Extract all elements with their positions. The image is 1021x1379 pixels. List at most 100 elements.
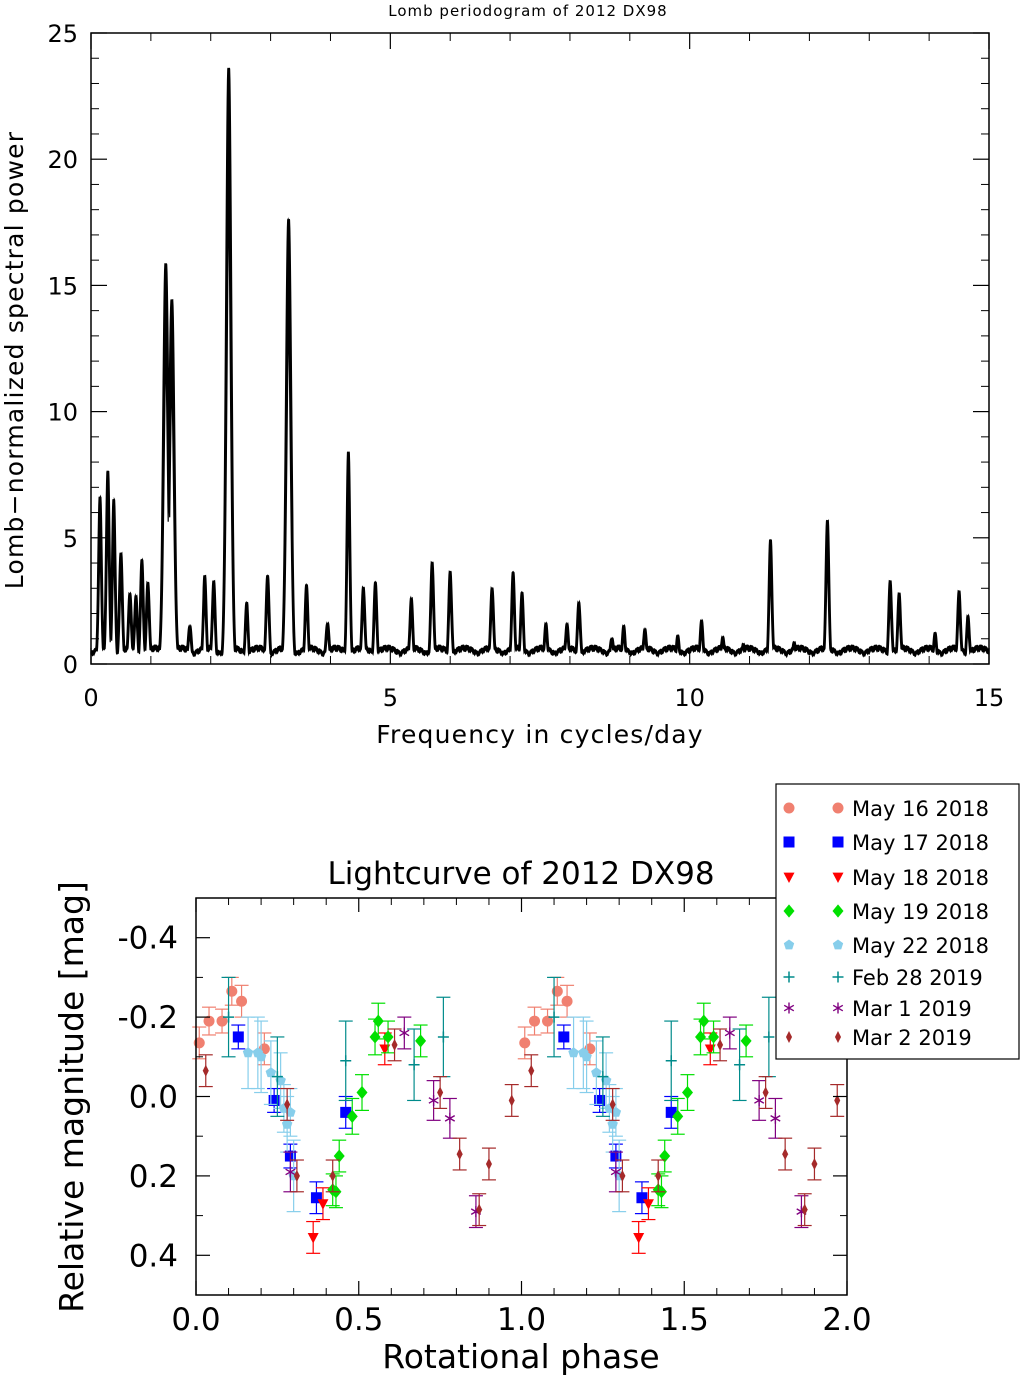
data-point bbox=[281, 1118, 293, 1129]
data-point bbox=[636, 1192, 648, 1204]
lightcurve-point-group bbox=[263, 1040, 278, 1106]
lightcurve-point-group bbox=[345, 1097, 360, 1135]
lightcurve-point-group bbox=[615, 1159, 630, 1193]
x-tick-label: 15 bbox=[974, 684, 1005, 712]
data-point bbox=[783, 939, 795, 950]
lightcurve-point-group bbox=[426, 1080, 441, 1121]
data-point bbox=[284, 1098, 291, 1111]
lightcurve-point-group bbox=[436, 996, 451, 1078]
data-point bbox=[782, 1148, 789, 1161]
data-point bbox=[340, 1055, 352, 1067]
lightcurve-point-group bbox=[651, 1159, 666, 1193]
data-point bbox=[216, 1015, 228, 1027]
lightcurve-point-group bbox=[381, 1020, 396, 1054]
lightcurve-point-group bbox=[631, 1220, 646, 1254]
legend-label: May 22 2018 bbox=[852, 934, 989, 958]
lightcurve-point-group bbox=[325, 1159, 340, 1193]
data-point bbox=[665, 1055, 677, 1067]
lightcurve-point-group bbox=[280, 1087, 295, 1121]
data-point bbox=[372, 1014, 384, 1028]
data-point bbox=[783, 904, 795, 918]
lightcurve-point-group bbox=[579, 1020, 594, 1094]
lightcurve-point-group bbox=[696, 1002, 711, 1040]
data-point bbox=[594, 1094, 606, 1106]
data-point bbox=[740, 1034, 752, 1048]
lightcurve-point-group bbox=[768, 1097, 783, 1139]
legend-entry: May 22 2018 bbox=[783, 934, 989, 958]
lightcurve-ticks: 0.0 0.5 1.0 1.5 2.0 -0.4 -0.2 0.0 0.2 0.4 bbox=[118, 897, 872, 1338]
data-point bbox=[783, 802, 795, 814]
data-point bbox=[754, 1095, 765, 1106]
data-point bbox=[236, 995, 248, 1007]
legend-label: Mar 2 2019 bbox=[852, 1026, 972, 1050]
data-point bbox=[399, 1027, 410, 1039]
data-point bbox=[548, 1011, 560, 1023]
lightcurve-point-group bbox=[797, 1193, 812, 1227]
lightcurve-point-group bbox=[452, 1137, 467, 1171]
lightcurve-point-group bbox=[433, 1076, 448, 1110]
data-point bbox=[485, 1157, 492, 1171]
data-point bbox=[408, 1059, 420, 1071]
lightcurve-points bbox=[192, 976, 845, 1254]
lightcurve-point-group bbox=[540, 1008, 555, 1034]
periodogram-ticks: 0 5 10 15 0 5 10 15 20 25 bbox=[47, 20, 1004, 712]
lightcurve-point-group bbox=[481, 1147, 496, 1181]
periodogram-chart: Lomb periodogram of 2012 DX98 0 5 10 15 0 5 10… bbox=[0, 2, 1004, 749]
lightcurve-point-group bbox=[315, 1187, 330, 1221]
data-point bbox=[801, 1203, 808, 1216]
legend-entry: May 18 2018 bbox=[783, 866, 989, 890]
data-point bbox=[607, 1118, 618, 1129]
y-tick-label: 15 bbox=[47, 272, 78, 300]
lightcurve-point-group bbox=[807, 1147, 822, 1181]
lightcurve-point-group bbox=[231, 1024, 246, 1050]
y-tick-label: 5 bbox=[63, 525, 78, 553]
lightcurve-point-group bbox=[732, 1028, 747, 1102]
data-point bbox=[437, 1031, 449, 1043]
lightcurve-chart: Lightcurve of 2012 DX98 0.0 0.5 1.0 1.5 2.0 -… bbox=[52, 783, 1020, 1376]
data-point bbox=[317, 1199, 329, 1210]
lightcurve-point-group bbox=[657, 1139, 672, 1173]
lightcurve-point-group bbox=[221, 976, 236, 1058]
data-point bbox=[783, 836, 795, 848]
lightcurve-point-group bbox=[524, 1054, 539, 1088]
data-point bbox=[444, 1112, 456, 1124]
lightcurve-point-group bbox=[215, 1008, 230, 1034]
data-point bbox=[763, 1031, 775, 1043]
data-point bbox=[619, 1169, 626, 1182]
periodogram-y-label: Lomb−normalized spectral power bbox=[0, 131, 29, 589]
legend-label: May 17 2018 bbox=[852, 831, 989, 855]
data-point bbox=[476, 1203, 483, 1216]
lightcurve-point-group bbox=[713, 1028, 728, 1062]
data-point bbox=[609, 1098, 616, 1111]
data-point bbox=[785, 1030, 793, 1044]
data-point bbox=[832, 872, 844, 884]
data-point bbox=[428, 1095, 439, 1106]
data-point bbox=[242, 1047, 254, 1058]
legend-entry: May 16 2018 bbox=[783, 797, 989, 821]
lightcurve-x-label: Rotational phase bbox=[382, 1337, 659, 1376]
data-point bbox=[783, 872, 795, 884]
legend-entry: May 19 2018 bbox=[783, 900, 989, 924]
lightcurve-point-group bbox=[761, 996, 776, 1078]
data-point bbox=[415, 1034, 427, 1048]
y-tick-label: -0.2 bbox=[118, 1000, 179, 1036]
lightcurve-point-group bbox=[517, 1026, 532, 1060]
data-point bbox=[655, 1169, 662, 1182]
data-point bbox=[519, 1037, 531, 1049]
x-tick-label: 1.0 bbox=[497, 1302, 546, 1338]
x-tick-label: 10 bbox=[674, 684, 705, 712]
lightcurve-point-group bbox=[413, 1024, 428, 1058]
lightcurve-point-group bbox=[241, 1016, 256, 1090]
lightcurve-point-group bbox=[739, 1024, 754, 1058]
data-point bbox=[762, 1086, 769, 1099]
lightcurve-point-group bbox=[664, 1020, 679, 1102]
data-point bbox=[672, 1109, 684, 1123]
data-point bbox=[265, 1067, 277, 1078]
y-tick-label: 20 bbox=[47, 146, 78, 174]
lightcurve-point-group bbox=[641, 1187, 656, 1221]
lightcurve-point-group bbox=[371, 1002, 386, 1040]
data-point bbox=[834, 1030, 842, 1044]
periodogram-frame bbox=[90, 32, 990, 665]
lightcurve-point-group bbox=[355, 1074, 370, 1111]
lightcurve-point-group bbox=[634, 1181, 649, 1215]
